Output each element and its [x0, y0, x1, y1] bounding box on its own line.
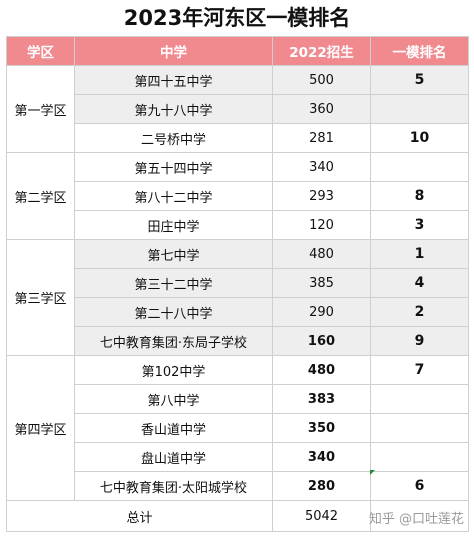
table-row: 第八十二中学 293 8 — [7, 181, 469, 211]
total-enroll: 5042 — [272, 500, 371, 532]
total-label: 总计 — [6, 500, 273, 532]
school-cell: 二号桥中学 — [74, 123, 273, 153]
total-rank-empty — [370, 500, 469, 532]
table-row: 七中教育集团·东局子学校 160 9 — [7, 326, 469, 356]
enroll-cell: 290 — [272, 297, 371, 327]
table-row: 第三学区 第七中学 480 1 — [6, 239, 469, 356]
table-row: 七中教育集团·太阳城学校 280 6 — [7, 471, 469, 501]
enroll-cell: 120 — [272, 210, 371, 240]
enroll-cell: 500 — [272, 65, 371, 95]
school-cell: 第三十二中学 — [74, 268, 273, 298]
enroll-cell: 360 — [272, 94, 371, 124]
enroll-cell: 385 — [272, 268, 371, 298]
school-cell: 第102中学 — [74, 355, 273, 385]
table-row: 第四学区 第102中学 480 7 — [6, 355, 469, 501]
school-cell: 第八十二中学 — [74, 181, 273, 211]
rank-cell: 5 — [370, 65, 469, 95]
enroll-cell: 480 — [272, 239, 371, 269]
rank-cell — [370, 413, 469, 443]
rank-cell: 3 — [370, 210, 469, 240]
district-cell: 第四学区 — [6, 355, 75, 501]
header-row: 学区 中学 2022招生 一模排名 — [6, 36, 469, 66]
total-row: 总计 5042 — [6, 500, 469, 532]
rank-cell: 1 — [370, 239, 469, 269]
enroll-cell: 160 — [272, 326, 371, 356]
enroll-cell: 480 — [272, 355, 371, 385]
district-cell: 第三学区 — [6, 239, 75, 356]
header-enroll: 2022招生 — [272, 36, 371, 66]
district-cell: 第一学区 — [6, 65, 75, 153]
school-cell: 盘山道中学 — [74, 442, 273, 472]
school-cell: 第四十五中学 — [74, 65, 273, 95]
rank-cell: 8 — [370, 181, 469, 211]
table-row: 香山道中学 350 — [7, 413, 469, 443]
table-row: 第一学区 第四十五中学 500 5 — [6, 65, 469, 153]
ranking-table: 学区 中学 2022招生 一模排名 第一学区 第四十五中学 500 5 第九十八… — [6, 36, 469, 532]
rank-cell: 6 — [370, 471, 469, 501]
table-row: 二号桥中学 281 10 — [7, 123, 469, 153]
rank-cell: 7 — [370, 355, 469, 385]
school-cell: 第五十四中学 — [74, 152, 273, 182]
table-row: 田庄中学 120 3 — [7, 210, 469, 240]
rank-cell — [370, 384, 469, 414]
rank-cell — [370, 152, 469, 182]
table-row: 第二十八中学 290 2 — [7, 297, 469, 327]
school-cell: 香山道中学 — [74, 413, 273, 443]
cell-comment-marker — [370, 470, 375, 475]
rank-cell: 4 — [370, 268, 469, 298]
rank-cell — [370, 94, 469, 124]
enroll-cell: 293 — [272, 181, 371, 211]
rank-cell: 9 — [370, 326, 469, 356]
header-district: 学区 — [6, 36, 75, 66]
table-row: 第二学区 第五十四中学 340 — [6, 152, 469, 240]
table-row: 第八中学 383 — [7, 384, 469, 414]
enroll-cell: 340 — [272, 152, 371, 182]
enroll-cell: 340 — [272, 442, 371, 472]
school-cell: 七中教育集团·东局子学校 — [74, 326, 273, 356]
header-school: 中学 — [74, 36, 273, 66]
school-cell: 第七中学 — [74, 239, 273, 269]
enroll-cell: 280 — [272, 471, 371, 501]
district-cell: 第二学区 — [6, 152, 75, 240]
enroll-cell: 350 — [272, 413, 371, 443]
rank-cell: 2 — [370, 297, 469, 327]
table-row: 第九十八中学 360 — [7, 94, 469, 124]
school-cell: 第八中学 — [74, 384, 273, 414]
table-row: 第三十二中学 385 4 — [7, 268, 469, 298]
school-cell: 七中教育集团·太阳城学校 — [74, 471, 273, 501]
school-cell: 第二十八中学 — [74, 297, 273, 327]
watermark: 知乎 @口吐莲花 — [368, 512, 464, 527]
table-row: 盘山道中学 340 — [7, 442, 469, 472]
rank-cell: 10 — [370, 123, 469, 153]
school-cell: 田庄中学 — [74, 210, 273, 240]
rank-cell — [370, 442, 469, 472]
school-cell: 第九十八中学 — [74, 94, 273, 124]
enroll-cell: 281 — [272, 123, 371, 153]
header-rank: 一模排名 — [370, 36, 469, 66]
page-title: 2023年河东区一模排名 — [123, 6, 351, 30]
enroll-cell: 383 — [272, 384, 371, 414]
